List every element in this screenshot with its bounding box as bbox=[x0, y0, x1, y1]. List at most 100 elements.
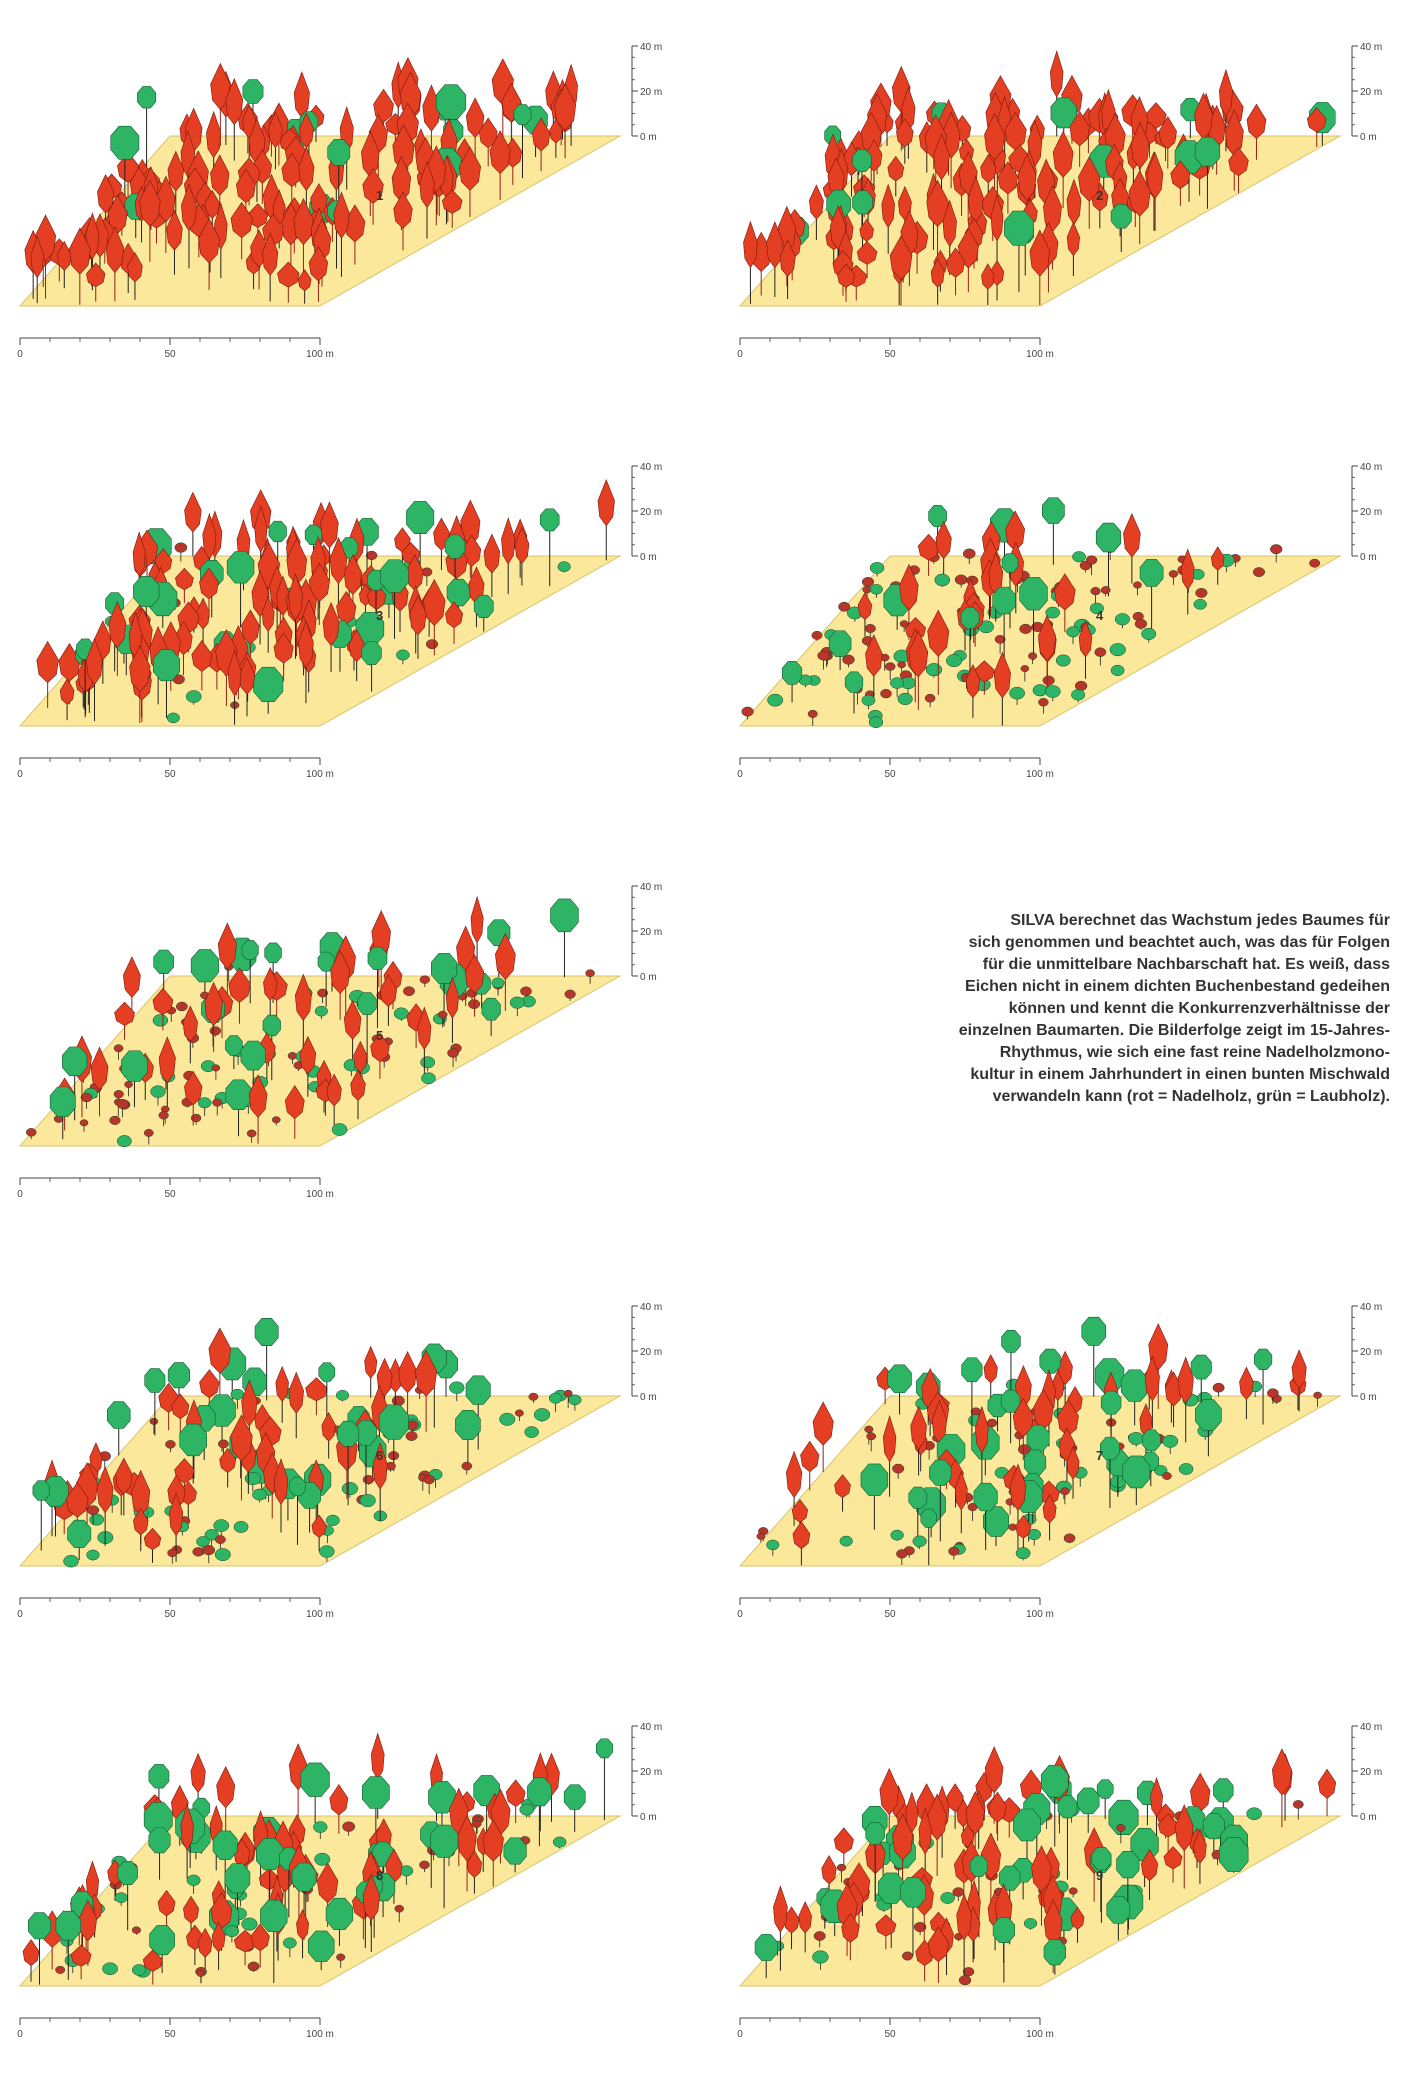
broadleaf-tree bbox=[32, 1480, 50, 1551]
understory-tree bbox=[335, 1389, 350, 1402]
x-tick-label: 50 bbox=[164, 2029, 176, 2040]
conifer-tree bbox=[456, 925, 476, 1006]
broadleaf-tree bbox=[527, 1777, 552, 1847]
conifer-tree bbox=[288, 572, 303, 659]
conifer-tree bbox=[191, 639, 213, 691]
conifer-tree bbox=[362, 1873, 380, 1952]
broadleaf-tree bbox=[1122, 1455, 1151, 1506]
conifer-tree bbox=[350, 1069, 366, 1120]
broadleaf-tree bbox=[540, 508, 560, 587]
understory-tree bbox=[897, 692, 913, 706]
conifer-tree bbox=[108, 601, 127, 676]
broadleaf-tree bbox=[1043, 1939, 1067, 1975]
conifer-tree bbox=[230, 1414, 253, 1501]
understory-tree bbox=[167, 1548, 178, 1564]
forest-panel-7: 40 m 20 m 0 m 0 50 100 m 7 bbox=[737, 1260, 1400, 1680]
conifer-tree bbox=[792, 1521, 811, 1566]
height-tick-label: 0 m bbox=[1360, 132, 1377, 143]
understory-tree bbox=[244, 1472, 261, 1492]
conifer-tree bbox=[251, 570, 269, 645]
broadleaf-tree bbox=[503, 1837, 527, 1873]
understory-tree bbox=[1116, 1824, 1126, 1844]
understory-tree bbox=[1178, 1463, 1194, 1475]
x-tick-label: 50 bbox=[884, 349, 896, 360]
conifer-tree bbox=[458, 146, 481, 218]
conifer-tree bbox=[531, 117, 551, 172]
understory-tree bbox=[994, 635, 1006, 654]
understory-tree bbox=[842, 654, 855, 668]
conifer-tree bbox=[1078, 620, 1093, 679]
conifer-tree bbox=[288, 1371, 304, 1439]
height-tick-label: 40 m bbox=[1360, 1302, 1382, 1313]
x-tick-label: 100 m bbox=[306, 1609, 334, 1620]
broadleaf-tree bbox=[782, 661, 803, 703]
height-tick-label: 20 m bbox=[640, 507, 662, 518]
understory-tree bbox=[924, 693, 936, 708]
conifer-tree bbox=[216, 1765, 236, 1834]
broadleaf-tree bbox=[253, 666, 284, 714]
broadleaf-tree bbox=[289, 1476, 306, 1545]
understory-tree bbox=[109, 1115, 121, 1125]
broadleaf-tree bbox=[1001, 553, 1019, 629]
conifer-tree bbox=[1038, 614, 1056, 693]
x-tick-label: 0 bbox=[17, 1609, 23, 1620]
conifer-tree bbox=[36, 640, 59, 708]
conifer-tree bbox=[773, 1885, 788, 1971]
conifer-tree bbox=[812, 1401, 834, 1472]
conifer-tree bbox=[927, 1926, 950, 1983]
conifer-tree bbox=[1291, 1349, 1307, 1412]
height-tick-label: 20 m bbox=[1360, 1347, 1382, 1358]
caption-line: sich genommen und beachtet auch, was das… bbox=[968, 934, 1390, 951]
x-tick-label: 50 bbox=[164, 769, 176, 780]
panel-number: 3 bbox=[376, 608, 383, 623]
conifer-tree bbox=[875, 1914, 897, 1950]
caption-line: verwandeln kann (rot = Nadelholz, grün =… bbox=[992, 1088, 1390, 1105]
height-tick-label: 20 m bbox=[640, 87, 662, 98]
understory-tree bbox=[1055, 654, 1071, 667]
caption-line: einzelnen Baumarten. Die Bilderfolge zei… bbox=[958, 1022, 1390, 1039]
understory-tree bbox=[419, 975, 430, 987]
broadleaf-tree bbox=[226, 551, 255, 628]
forest-panel-4: 40 m 20 m 0 m 0 50 100 m 4 bbox=[737, 420, 1400, 840]
conifer-tree bbox=[308, 246, 329, 302]
broadleaf-tree bbox=[481, 997, 501, 1036]
broadleaf-tree bbox=[152, 649, 180, 718]
conifer-tree bbox=[1123, 512, 1141, 584]
broadleaf-tree bbox=[550, 898, 579, 978]
conifer-tree bbox=[197, 1927, 213, 1975]
understory-tree bbox=[165, 1440, 176, 1453]
understory-tree bbox=[890, 677, 905, 697]
forest-chart-9: 40 m 20 m 0 m 0 50 100 m 9 bbox=[737, 1722, 1382, 2040]
tree-layer bbox=[36, 479, 615, 725]
understory-tree bbox=[166, 712, 180, 724]
conifer-tree bbox=[171, 1393, 190, 1435]
understory-tree bbox=[149, 1417, 159, 1435]
understory-tree bbox=[862, 585, 872, 597]
conifer-tree bbox=[210, 62, 231, 146]
height-tick-label: 40 m bbox=[640, 42, 662, 53]
conifer-tree bbox=[30, 235, 44, 304]
caption-line: Rhythmus, wie sich eine fast reine Nadel… bbox=[999, 1044, 1390, 1061]
conifer-tree bbox=[899, 563, 919, 640]
conifer-tree bbox=[834, 1474, 851, 1512]
conifer-tree bbox=[333, 191, 350, 277]
conifer-tree bbox=[1070, 1906, 1085, 1943]
understory-tree bbox=[952, 1887, 965, 1901]
conifer-tree bbox=[166, 209, 183, 275]
conifer-tree bbox=[988, 1791, 1007, 1841]
understory-tree bbox=[1066, 626, 1080, 645]
panel-number: 7 bbox=[1096, 1448, 1103, 1463]
understory-tree bbox=[528, 1392, 539, 1403]
broadleaf-tree bbox=[828, 630, 852, 671]
conifer-tree bbox=[927, 1793, 947, 1877]
conifer-tree bbox=[766, 221, 784, 297]
conifer-tree bbox=[1140, 1848, 1159, 1900]
conifer-tree bbox=[1029, 229, 1051, 306]
understory-tree bbox=[246, 1129, 257, 1143]
understory-tree bbox=[131, 1926, 141, 1935]
x-tick-label: 0 bbox=[737, 2029, 743, 2040]
understory-tree bbox=[196, 1970, 206, 1984]
broadleaf-tree bbox=[55, 1910, 81, 1980]
understory-tree bbox=[568, 1394, 582, 1411]
conifer-tree bbox=[277, 261, 300, 303]
